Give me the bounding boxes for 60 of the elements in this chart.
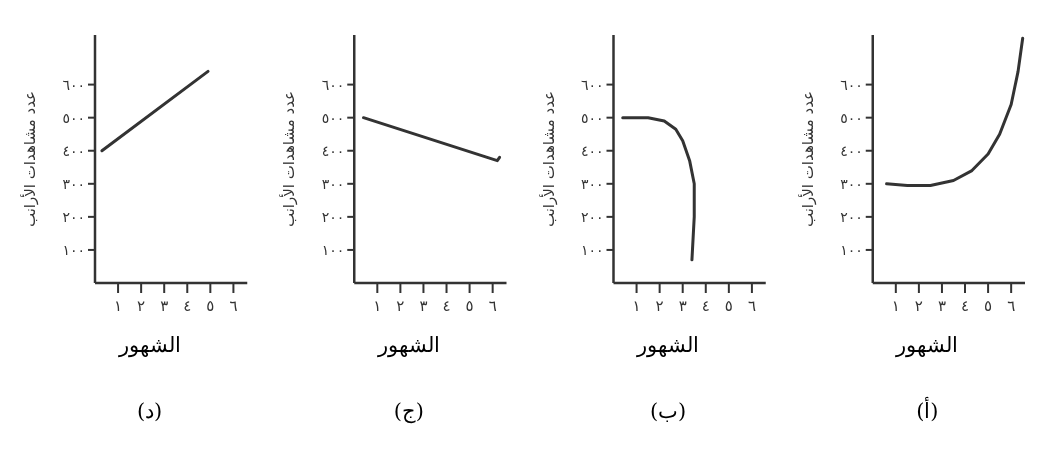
y-tick-label: ٢٠٠ (840, 208, 863, 225)
text: (أ) (916, 396, 939, 423)
x-tick-label: ٥ (206, 297, 215, 315)
x-tick-label: ٤ (701, 297, 710, 315)
y-tick-label: ١٠٠ (321, 241, 345, 258)
x-tick-label: ٦ (747, 297, 756, 315)
x-tick-label: ٢ (137, 297, 146, 315)
y-tick-label: ٤٠٠ (580, 142, 604, 159)
x-tick-label: ٢ (655, 297, 664, 315)
y-axis-title: عدد مشاهدات الأرانب (797, 90, 817, 228)
x-tick-label: ٥ (465, 297, 474, 315)
x-tick-label: ٥ (984, 297, 993, 315)
y-tick-label: ١٠٠ (840, 241, 863, 258)
y-tick-label: ٦٠٠ (62, 76, 85, 93)
y-tick-label: ٤٠٠ (840, 142, 863, 159)
y-tick-label: ٦٠٠ (580, 76, 604, 93)
y-tick-label: ٢٠٠ (321, 208, 345, 225)
y-tick-label: ٢٠٠ (62, 208, 85, 225)
x-tick-label: ٢ (396, 297, 405, 315)
y-tick-label: ٣٠٠ (580, 175, 604, 192)
x-tick-label: ٣ (678, 297, 687, 315)
x-tick-label: ٤ (960, 297, 970, 315)
y-tick-label: ١٠٠ (62, 241, 85, 258)
x-tick-label: ٤ (183, 297, 192, 315)
x-tick-label: ٣ (937, 297, 946, 315)
x-tick-label: ١ (373, 297, 382, 315)
y-tick-label: ٢٠٠ (580, 208, 604, 225)
y-axis-title: عدد مشاهدات الأرانب (279, 90, 299, 228)
x-tick-label: ١ (891, 297, 900, 315)
x-axis-title: الشهور (895, 333, 959, 358)
x-tick-label: ٤ (442, 297, 451, 315)
x-tick-label: ٦ (488, 297, 497, 315)
x-tick-label: ٦ (1007, 297, 1016, 315)
y-tick-label: ٥٠٠ (580, 109, 604, 126)
x-tick-label: ٦ (229, 297, 238, 315)
y-tick-label: ٦٠٠ (840, 76, 863, 93)
y-tick-label: ٤٠٠ (62, 142, 85, 159)
x-axis-title: الشهور (376, 333, 440, 358)
y-axis-title: عدد مشاهدات الأرانب (20, 90, 39, 228)
y-tick-label: ٣٠٠ (62, 175, 85, 192)
x-tick-label: ١ (114, 297, 123, 315)
y-tick-label: ٣٠٠ (840, 175, 863, 192)
x-tick-label: ٣ (160, 297, 169, 315)
text: (ج) (393, 399, 425, 424)
y-tick-label: ٣٠٠ (321, 175, 345, 192)
y-tick-label: ٤٠٠ (321, 142, 345, 159)
x-tick-label: ٣ (419, 297, 428, 315)
y-tick-label: ٥٠٠ (840, 109, 863, 126)
y-tick-label: ٦٠٠ (321, 76, 345, 93)
y-tick-label: ١٠٠ (580, 241, 604, 258)
y-axis-title: عدد مشاهدات الأرانب (538, 90, 558, 228)
x-tick-label: ١ (632, 297, 641, 315)
x-tick-label: ٢ (914, 297, 923, 315)
x-tick-label: ٥ (724, 297, 733, 315)
x-axis-title: الشهور (636, 333, 700, 358)
y-tick-label: ٥٠٠ (62, 109, 85, 126)
y-tick-label: ٥٠٠ (321, 109, 345, 126)
text: (د) (136, 399, 163, 423)
text: (ب) (649, 399, 687, 423)
x-axis-title: الشهور (117, 333, 181, 358)
